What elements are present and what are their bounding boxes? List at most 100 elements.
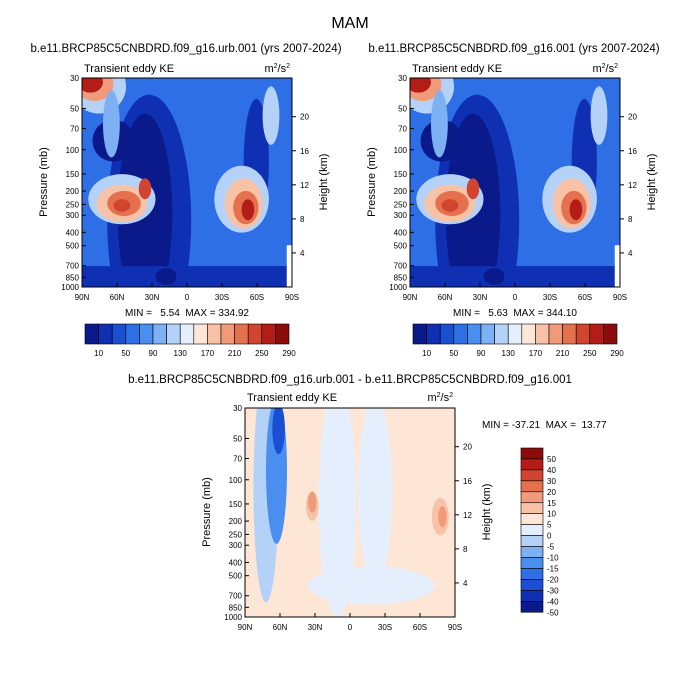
xtick-label: 60S xyxy=(413,623,427,632)
field-surface-pale xyxy=(308,566,434,605)
ytick-label: 1000 xyxy=(389,283,407,292)
field-nh-jet-core-a xyxy=(138,178,152,200)
ytick-label: 500 xyxy=(229,572,243,581)
colorbar-swatch xyxy=(520,480,544,493)
colorbar-swatch xyxy=(589,323,604,345)
height-tick-label: 20 xyxy=(300,113,309,122)
field-surface-band xyxy=(82,266,292,287)
figure-title: MAM xyxy=(331,15,368,32)
height-tick-label: 12 xyxy=(300,181,309,190)
colorbar-swatch xyxy=(520,568,544,580)
field-tropical-pale xyxy=(318,408,357,617)
field-nh-jet-core-b xyxy=(113,199,131,212)
ytick-label: 30 xyxy=(70,74,79,83)
panel-left-units: m2/s2 xyxy=(264,63,290,75)
ytick-label: 30 xyxy=(233,404,242,413)
colorbar-swatch xyxy=(453,323,468,345)
panel-diff-title: b.e11.BRCP85C5CNBDRD.f09_g16.urb.001 - b… xyxy=(128,374,572,386)
height-tick-label: 16 xyxy=(628,147,637,156)
field-surface-dark xyxy=(483,268,505,285)
panel-right-field-label: Transient eddy KE xyxy=(412,63,502,75)
colorbar-label: 40 xyxy=(547,466,556,475)
colorbar-swatch xyxy=(412,323,427,345)
ytick-label: 300 xyxy=(394,211,408,220)
panel-left-title: b.e11.BRCP85C5CNBDRD.f09_g16.urb.001 (yr… xyxy=(30,43,341,55)
field-antarctic-mask xyxy=(286,245,292,287)
field-surface-band xyxy=(410,266,620,287)
ytick-label: 200 xyxy=(394,187,408,196)
colorbar-swatch xyxy=(247,323,263,345)
ytick-label: 200 xyxy=(229,517,243,526)
colorbar-swatch xyxy=(520,579,544,591)
height-tick-label: 8 xyxy=(463,545,468,554)
ytick-label: 250 xyxy=(394,200,408,209)
colorbar-swatch xyxy=(575,323,591,345)
field-sh-pale-top xyxy=(590,86,608,145)
field-sh-pos-inner xyxy=(438,506,447,528)
colorbar-swatch xyxy=(152,323,167,345)
panel-right-plot xyxy=(410,78,620,287)
panel-right-stats: MIN = 5.63 MAX = 344.10 xyxy=(453,308,577,319)
ytick-label: 200 xyxy=(66,187,80,196)
ytick-label: 70 xyxy=(233,455,242,464)
ytick-label: 250 xyxy=(66,200,80,209)
colorbar-swatch xyxy=(234,323,249,345)
colorbar-label: 290 xyxy=(610,349,624,358)
colorbar-label: -10 xyxy=(547,554,559,563)
xtick-label: 30S xyxy=(543,293,557,302)
xtick-label: 60N xyxy=(110,293,125,302)
panel-diff-units: m2/s2 xyxy=(427,392,453,404)
xtick-label: 90N xyxy=(403,293,418,302)
colorbar-swatch xyxy=(207,323,222,345)
xtick-label: 90S xyxy=(613,293,627,302)
xtick-label: 90N xyxy=(75,293,90,302)
colorbar-label: 170 xyxy=(529,349,543,358)
colorbar-label: 50 xyxy=(547,455,556,464)
ytick-label: 500 xyxy=(66,242,80,251)
height-tick-label: 20 xyxy=(463,443,472,452)
colorbar-swatch xyxy=(139,323,154,345)
ytick-label: 70 xyxy=(70,125,79,134)
height-tick-label: 8 xyxy=(628,215,633,224)
field-nh-top-core xyxy=(82,78,103,93)
ytick-label: 400 xyxy=(229,558,243,567)
colorbar-label: 50 xyxy=(449,349,458,358)
colorbar-swatch xyxy=(520,458,544,471)
ytick-label: 150 xyxy=(229,500,243,509)
xtick-label: 60N xyxy=(273,623,288,632)
colorbar-swatch xyxy=(520,546,544,558)
height-tick-label: 4 xyxy=(300,249,305,258)
colorbar-label: 30 xyxy=(547,477,556,486)
colorbar-swatch xyxy=(520,557,544,569)
colorbar-swatch xyxy=(521,323,536,345)
colorbar-swatch xyxy=(520,447,544,460)
xtick-label: 30N xyxy=(145,293,160,302)
panel-diff-plot xyxy=(245,408,455,617)
colorbar-label: 15 xyxy=(547,499,556,508)
colorbar-label: 250 xyxy=(583,349,597,358)
xtick-label: 30S xyxy=(215,293,229,302)
panel-diff-stats: MIN = -37.21 MAX = 13.77 xyxy=(482,420,607,431)
ytick-label: 850 xyxy=(229,603,243,612)
field-nh-lat-dark xyxy=(272,408,285,454)
colorbar-swatch xyxy=(261,323,276,345)
ytick-label: 50 xyxy=(233,434,242,443)
panel-diff-field-label: Transient eddy KE xyxy=(247,392,337,404)
colorbar-swatch xyxy=(520,513,544,525)
ytick-label: 1000 xyxy=(224,613,242,622)
panel-left: b.e11.BRCP85C5CNBDRD.f09_g16.urb.001 (yr… xyxy=(30,43,341,358)
colorbar-label: 210 xyxy=(556,349,570,358)
ytick-label: 100 xyxy=(229,476,243,485)
xtick-label: 0 xyxy=(513,293,518,302)
ytick-label: 150 xyxy=(394,170,408,179)
panel-right-title: b.e11.BRCP85C5CNBDRD.f09_g16.001 (yrs 20… xyxy=(368,43,659,55)
colorbar-swatch xyxy=(98,323,113,345)
colorbar-label: 10 xyxy=(94,349,103,358)
ytick-label: 700 xyxy=(229,592,243,601)
colorbar-label: 5 xyxy=(547,521,552,530)
colorbar-label: -40 xyxy=(547,597,559,606)
ytick-label: 700 xyxy=(66,262,80,271)
panel-left-ylabel-right: Height (km) xyxy=(318,154,330,211)
field-nh-jet-core-b xyxy=(441,199,459,212)
